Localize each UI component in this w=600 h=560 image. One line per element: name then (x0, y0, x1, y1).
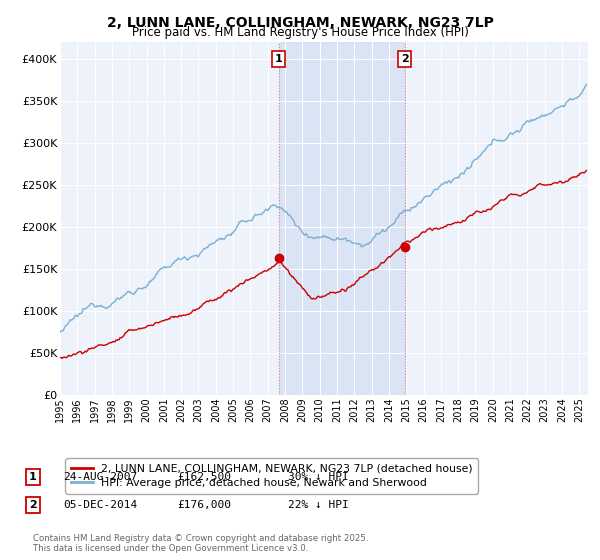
Text: 1: 1 (29, 472, 37, 482)
Text: 05-DEC-2014: 05-DEC-2014 (63, 500, 137, 510)
Text: £162,500: £162,500 (177, 472, 231, 482)
Text: 2, LUNN LANE, COLLINGHAM, NEWARK, NG23 7LP: 2, LUNN LANE, COLLINGHAM, NEWARK, NG23 7… (107, 16, 493, 30)
Text: Contains HM Land Registry data © Crown copyright and database right 2025.
This d: Contains HM Land Registry data © Crown c… (33, 534, 368, 553)
Text: 2: 2 (29, 500, 37, 510)
Text: 2: 2 (401, 54, 409, 64)
Legend: 2, LUNN LANE, COLLINGHAM, NEWARK, NG23 7LP (detached house), HPI: Average price,: 2, LUNN LANE, COLLINGHAM, NEWARK, NG23 7… (65, 459, 478, 493)
Text: Price paid vs. HM Land Registry's House Price Index (HPI): Price paid vs. HM Land Registry's House … (131, 26, 469, 39)
Text: £176,000: £176,000 (177, 500, 231, 510)
Text: 22% ↓ HPI: 22% ↓ HPI (288, 500, 349, 510)
Bar (279, 42, 405, 395)
Text: 24-AUG-2007: 24-AUG-2007 (63, 472, 137, 482)
Text: 1: 1 (275, 54, 283, 64)
Text: 30% ↓ HPI: 30% ↓ HPI (288, 472, 349, 482)
